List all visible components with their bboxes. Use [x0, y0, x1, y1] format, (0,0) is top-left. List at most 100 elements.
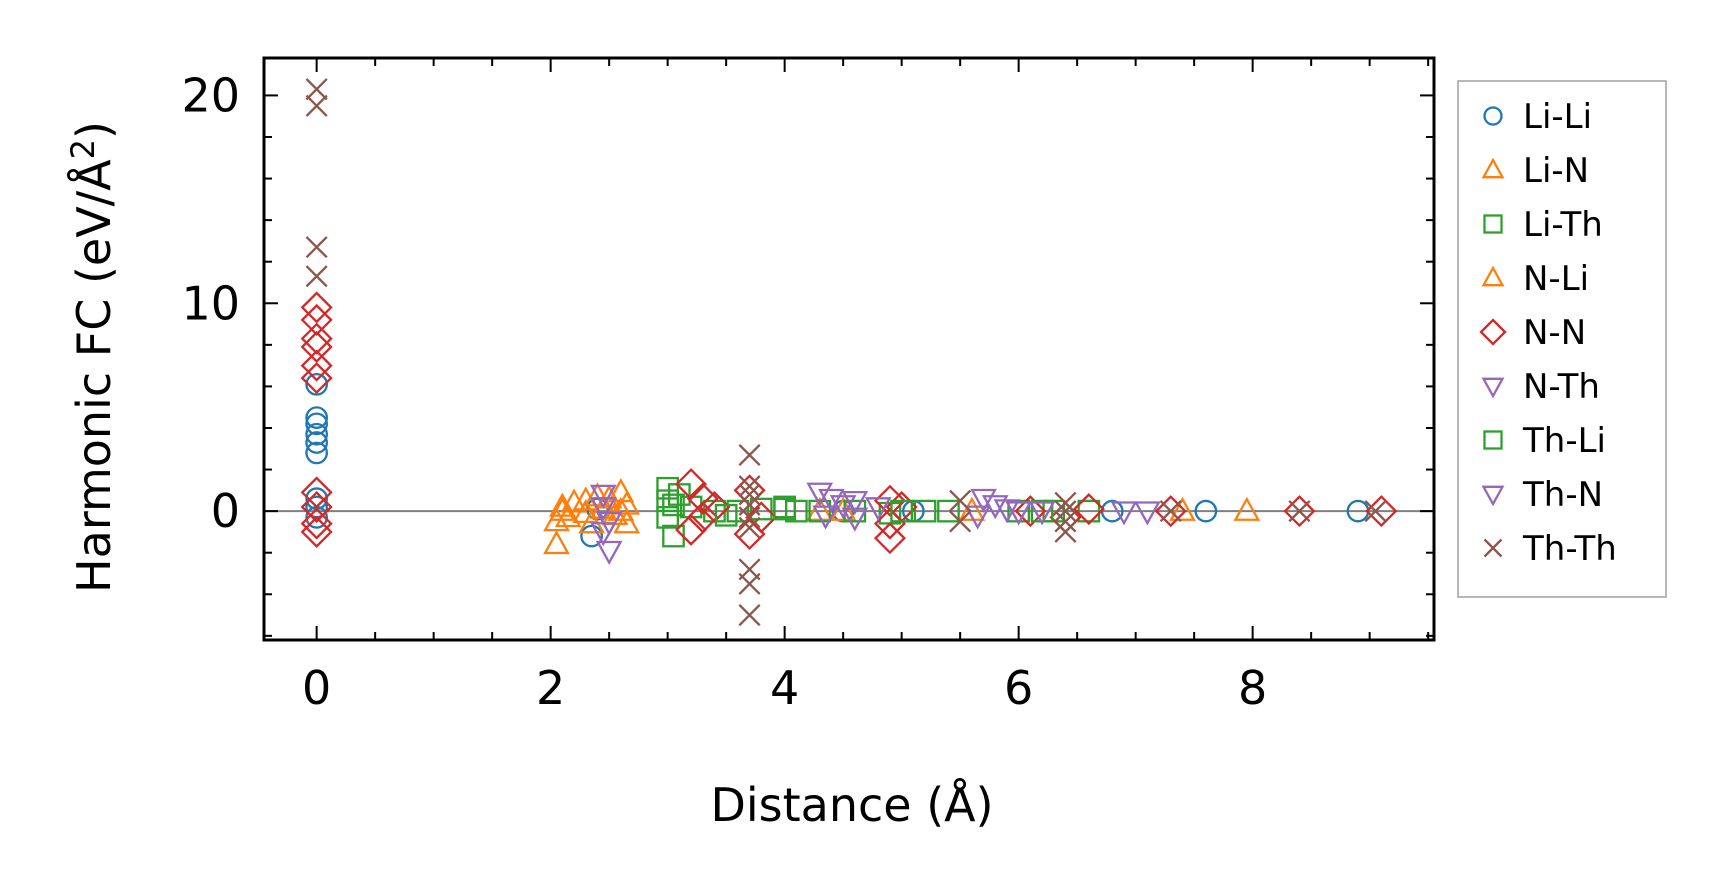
y-tick-label: 10	[181, 276, 240, 330]
data-point	[964, 505, 992, 530]
data-point	[589, 522, 617, 547]
data-point	[785, 499, 808, 523]
data-point	[580, 524, 603, 548]
data-point	[543, 530, 570, 555]
y-axis-label-superscript: 2	[64, 139, 102, 159]
data-point	[1283, 495, 1316, 528]
data-point	[1028, 501, 1056, 526]
data-point	[305, 422, 328, 446]
data-point	[300, 322, 333, 355]
series-th-th	[305, 78, 1387, 627]
data-point	[607, 496, 635, 521]
legend-label: N-Th	[1523, 367, 1600, 407]
data-point	[300, 515, 333, 548]
data-point	[1005, 501, 1032, 526]
data-point	[300, 330, 333, 363]
legend-label: Th-N	[1522, 475, 1603, 515]
legend-box	[1457, 80, 1667, 598]
data-point	[675, 513, 708, 546]
data-point	[1054, 500, 1077, 523]
data-point	[300, 507, 333, 540]
legend-item-li-th: Li-Th	[1483, 205, 1603, 245]
data-point	[1054, 491, 1077, 514]
legend-marker	[1481, 485, 1505, 507]
data-point	[305, 412, 328, 436]
data-point	[584, 482, 611, 507]
data-point	[305, 265, 328, 288]
data-point	[808, 499, 832, 523]
x-tick-label: 4	[770, 661, 799, 715]
legend: Li-Li Li-N Li-Th N-Li N-N N-Th Th-Li Th-N Th-Th	[1457, 80, 1667, 598]
data-point	[1077, 499, 1101, 523]
data-point	[733, 517, 766, 551]
data-point	[589, 497, 617, 522]
y-tick-label: 0	[211, 484, 240, 538]
legend-marker	[1483, 214, 1503, 234]
y-axis-label: Harmonic FC (eV/Å2)	[64, 121, 121, 593]
data-point	[818, 488, 845, 514]
legend-marker	[1481, 265, 1505, 287]
legend-item-n-th: N-Th	[1481, 367, 1600, 407]
data-point	[613, 509, 641, 534]
legend-label: Li-N	[1523, 151, 1589, 191]
data-point	[300, 362, 333, 395]
data-point	[901, 499, 925, 523]
legend-label: Th-Li	[1522, 421, 1606, 461]
legend-label: N-N	[1523, 313, 1586, 353]
legend-marker	[1483, 430, 1503, 450]
x-tick-label: 6	[1004, 661, 1033, 715]
data-point	[949, 510, 972, 533]
legend-label: Li-Li	[1523, 97, 1592, 137]
plot-area	[264, 78, 1434, 627]
data-point	[305, 94, 328, 117]
data-point	[686, 501, 719, 534]
data-point	[949, 489, 972, 512]
data-point	[1072, 493, 1105, 526]
data-point	[300, 303, 333, 336]
data-point	[1134, 501, 1161, 526]
legend-marker	[1481, 157, 1505, 179]
legend-item-th-n: Th-N	[1481, 475, 1603, 515]
data-point	[549, 496, 576, 521]
data-point	[993, 499, 1021, 524]
data-point	[300, 291, 333, 324]
data-point	[873, 522, 906, 555]
series-th-n	[589, 499, 1056, 547]
legend-marker	[1483, 106, 1503, 126]
legend-item-li-li: Li-Li	[1483, 97, 1592, 137]
series-n-th	[589, 482, 1161, 565]
data-point	[812, 505, 839, 530]
plot-frame	[262, 56, 1436, 642]
data-point	[714, 503, 738, 527]
data-point	[841, 507, 869, 532]
legend-label: Th-Th	[1522, 529, 1617, 569]
data-point	[300, 490, 333, 523]
data-point	[554, 502, 582, 528]
data-point	[1169, 496, 1196, 521]
data-point	[300, 476, 333, 509]
legend-item-n-n: N-N	[1479, 313, 1586, 353]
data-point	[656, 506, 680, 529]
data-point	[738, 604, 761, 627]
data-point	[662, 493, 685, 517]
data-point	[589, 484, 617, 509]
data-point	[1233, 496, 1261, 521]
data-point	[745, 501, 778, 534]
y-axis-label-main: Harmonic FC (eV/Å	[67, 159, 121, 593]
data-point	[970, 488, 997, 514]
data-point	[656, 489, 680, 513]
legend-label: Li-Th	[1523, 205, 1603, 245]
data-point	[738, 475, 761, 498]
legend-item-n-li: N-Li	[1481, 259, 1589, 299]
legend-item-th-th: Th-Th	[1483, 529, 1617, 569]
data-point	[806, 496, 834, 521]
data-point	[749, 497, 773, 521]
legend-marker	[1479, 318, 1507, 346]
data-point	[305, 431, 328, 454]
legend-item-li-n: Li-N	[1481, 151, 1589, 191]
data-point	[305, 406, 328, 429]
data-point	[1364, 500, 1387, 523]
data-point	[1110, 501, 1138, 526]
data-point	[595, 540, 623, 565]
